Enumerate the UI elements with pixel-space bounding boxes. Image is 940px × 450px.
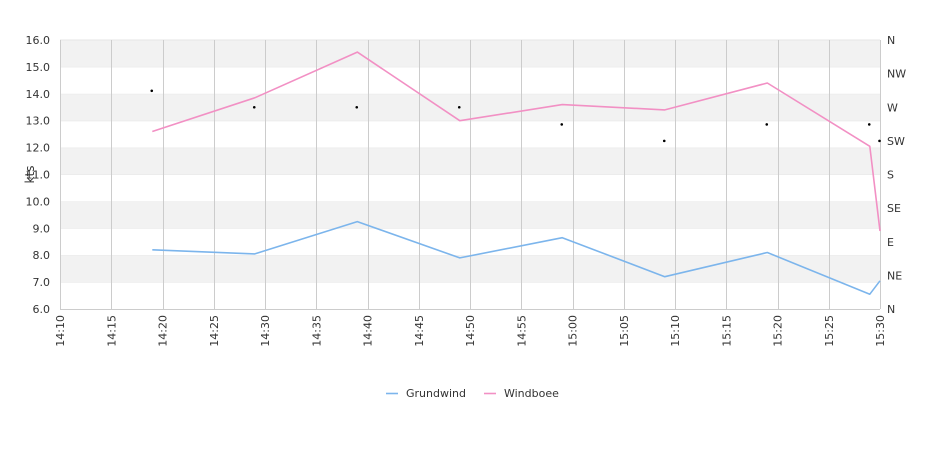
y-tick-label: 12.0 xyxy=(26,142,51,155)
legend[interactable]: Grundwind Windboee xyxy=(386,387,559,400)
series-lines xyxy=(152,51,881,296)
y2-tick-label: S xyxy=(887,169,894,182)
y-tick-label: 10.0 xyxy=(26,195,51,208)
direction-point xyxy=(252,105,256,109)
direction-point xyxy=(765,123,769,126)
legend-label: Grundwind xyxy=(406,387,466,400)
legend-label: Windboee xyxy=(504,387,559,400)
x-tick-label: 15:10 xyxy=(669,315,682,347)
y-tick-label: 14.0 xyxy=(26,88,51,101)
x-tick-label: 14:35 xyxy=(310,315,323,347)
y-axis-title: kts xyxy=(23,166,37,184)
y2-tick-label: W xyxy=(887,101,898,114)
direction-point xyxy=(355,105,359,109)
x-tick-label: 14:25 xyxy=(208,315,221,347)
legend-item-grundwind[interactable]: Grundwind xyxy=(386,387,466,400)
x-tick-label: 14:55 xyxy=(515,315,528,347)
x-tick-label: 15:20 xyxy=(772,315,785,347)
direction-point xyxy=(457,105,461,109)
y-tick-label: 15.0 xyxy=(26,61,51,74)
x-tick-label: 14:50 xyxy=(464,315,477,347)
x-tick-label: 14:15 xyxy=(105,315,118,347)
y2-tick-label: SW xyxy=(887,135,905,148)
y-tick-label: 6.0 xyxy=(33,303,51,316)
legend-item-windboee[interactable]: Windboee xyxy=(483,387,559,400)
y-tick-label: 11.0 xyxy=(26,169,51,182)
x-tick-label: 15:25 xyxy=(823,315,836,347)
x-tick-label: 14:30 xyxy=(259,315,272,347)
x-tick-label: 14:20 xyxy=(157,315,170,347)
x-tick-label: 15:05 xyxy=(618,315,631,347)
x-tick-label: 15:15 xyxy=(720,315,733,347)
y-tick-label: 8.0 xyxy=(33,249,51,262)
y2-tick-label: SE xyxy=(887,202,901,215)
y2-tick-label: N xyxy=(887,303,895,316)
direction-point xyxy=(867,123,871,126)
x-tick-label: 14:40 xyxy=(362,315,375,347)
x-tick-label: 15:30 xyxy=(874,315,887,347)
x-tick-label: 14:10 xyxy=(54,315,67,347)
y-tick-label: 16.0 xyxy=(26,34,51,47)
direction-point xyxy=(150,89,154,93)
series-line-grundwind xyxy=(152,220,881,296)
vertical-gridlines xyxy=(60,40,881,310)
direction-point xyxy=(878,139,881,143)
y2-tick-label: N xyxy=(887,34,895,47)
y-tick-label: 9.0 xyxy=(33,222,51,235)
y-axis-ticks: 6.0 7.0 8.0 9.0 10.0 11.0 12.0 13.0 14.0 15.0 16.0 xyxy=(26,34,51,316)
direction-points xyxy=(150,89,881,143)
y2-tick-label: NW xyxy=(887,68,906,81)
y2-axis-ticks: N NE E SE S SW W NW N xyxy=(887,34,906,316)
y2-tick-label: E xyxy=(887,236,894,249)
x-axis-ticks: 14:10 14:15 14:20 14:25 14:30 14:35 14:40 14:45… xyxy=(54,315,887,347)
y2-tick-label: NE xyxy=(887,269,902,282)
y-tick-label: 7.0 xyxy=(33,276,51,289)
x-tick-label: 14:45 xyxy=(413,315,426,347)
x-tick-label: 15:00 xyxy=(567,315,580,347)
series-line-windboee xyxy=(152,51,881,232)
y-tick-label: 13.0 xyxy=(26,115,51,128)
direction-point xyxy=(662,139,666,143)
direction-point xyxy=(560,123,564,126)
